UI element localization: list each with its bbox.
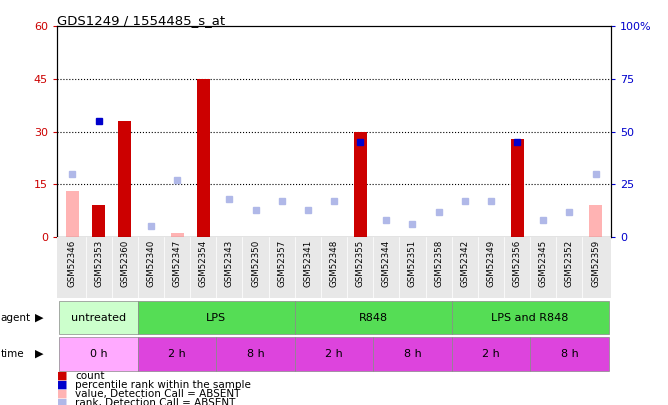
Text: GSM52358: GSM52358 [434,240,443,287]
Text: GSM52346: GSM52346 [68,240,77,287]
Text: count: count [75,371,105,381]
Text: 2 h: 2 h [325,349,343,359]
Bar [138,337,216,371]
Bar [216,337,295,371]
Text: R848: R848 [359,313,388,322]
Bar [59,301,138,334]
Text: GDS1249 / 1554485_s_at: GDS1249 / 1554485_s_at [57,14,225,27]
Text: rank, Detection Call = ABSENT: rank, Detection Call = ABSENT [75,398,236,405]
Text: LPS and R848: LPS and R848 [492,313,569,322]
Bar [118,121,132,237]
Text: ■: ■ [57,398,67,405]
Bar [589,205,602,237]
Text: GSM52350: GSM52350 [251,240,260,287]
Text: GSM52356: GSM52356 [512,240,522,287]
Text: time: time [1,349,24,359]
Text: ■: ■ [57,389,67,399]
Bar [196,79,210,237]
Text: GSM52349: GSM52349 [486,240,496,287]
Text: 8 h: 8 h [560,349,578,359]
Text: 8 h: 8 h [246,349,265,359]
Text: value, Detection Call = ABSENT: value, Detection Call = ABSENT [75,389,241,399]
Text: ▶: ▶ [35,313,43,322]
Text: agent: agent [1,313,31,322]
Text: ▶: ▶ [35,349,43,359]
Text: GSM52360: GSM52360 [120,240,130,287]
Text: GSM52351: GSM52351 [408,240,417,287]
Text: GSM52345: GSM52345 [538,240,548,287]
Bar [138,301,295,334]
Text: GSM52340: GSM52340 [146,240,156,287]
Text: ■: ■ [57,380,67,390]
Bar [373,337,452,371]
Bar [452,301,609,334]
Text: GSM52359: GSM52359 [591,240,600,287]
Bar [66,191,79,237]
Text: ■: ■ [57,371,67,381]
Text: GSM52355: GSM52355 [355,240,365,287]
Text: GSM52344: GSM52344 [382,240,391,287]
Text: GSM52352: GSM52352 [565,240,574,287]
Text: GSM52354: GSM52354 [199,240,208,287]
Bar [510,139,524,237]
Text: 2 h: 2 h [482,349,500,359]
Text: 2 h: 2 h [168,349,186,359]
Bar [530,337,609,371]
Bar [92,205,105,237]
Text: 0 h: 0 h [90,349,108,359]
Bar [295,301,452,334]
Bar [59,337,138,371]
Text: GSM52353: GSM52353 [94,240,103,287]
Text: GSM52343: GSM52343 [225,240,234,287]
Text: untreated: untreated [71,313,126,322]
Text: percentile rank within the sample: percentile rank within the sample [75,380,251,390]
Text: GSM52342: GSM52342 [460,240,469,287]
Text: GSM52357: GSM52357 [277,240,286,287]
Text: GSM52347: GSM52347 [172,240,182,287]
Bar [353,132,367,237]
Text: GSM52348: GSM52348 [329,240,339,287]
Bar [170,233,184,237]
Bar [452,337,530,371]
Bar [295,337,373,371]
Text: 8 h: 8 h [403,349,422,359]
Text: GSM52341: GSM52341 [303,240,313,287]
Text: LPS: LPS [206,313,226,322]
